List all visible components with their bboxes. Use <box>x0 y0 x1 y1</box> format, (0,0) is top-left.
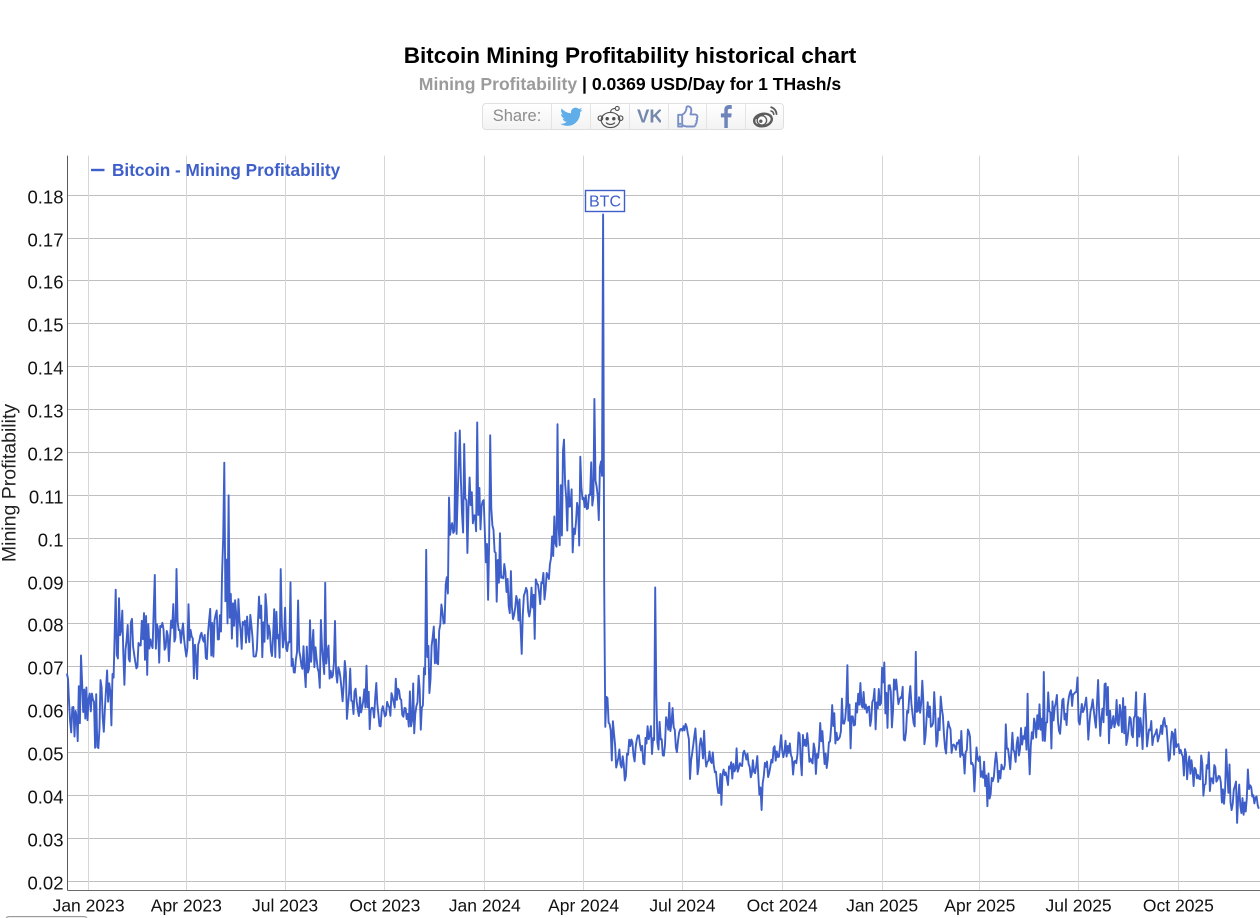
svg-text:0.14: 0.14 <box>27 358 63 379</box>
svg-text:0.03: 0.03 <box>27 830 63 851</box>
svg-text:VK: VK <box>637 109 661 124</box>
svg-text:0.1: 0.1 <box>38 530 64 551</box>
svg-text:Apr 2025: Apr 2025 <box>944 896 1015 916</box>
svg-text:Apr 2024: Apr 2024 <box>548 896 619 916</box>
svg-text:Jan 2025: Jan 2025 <box>846 896 918 916</box>
svg-text:Oct 2025: Oct 2025 <box>1143 896 1214 916</box>
svg-text:Oct 2023: Oct 2023 <box>349 896 420 916</box>
svg-text:Apr 2023: Apr 2023 <box>151 896 222 916</box>
svg-text:Jan 2023: Jan 2023 <box>53 896 125 916</box>
svg-text:Jul 2025: Jul 2025 <box>1046 896 1112 916</box>
svg-text:Jan 2024: Jan 2024 <box>449 896 521 916</box>
svg-text:Oct 2024: Oct 2024 <box>747 896 818 916</box>
svg-text:0.12: 0.12 <box>27 444 63 465</box>
svg-text:0.02: 0.02 <box>27 873 63 894</box>
svg-text:BTC: BTC <box>589 194 621 211</box>
svg-text:Jul 2024: Jul 2024 <box>649 896 715 916</box>
svg-text:0.13: 0.13 <box>27 401 63 422</box>
svg-text:0.07: 0.07 <box>27 658 63 679</box>
svg-text:0.05: 0.05 <box>27 744 63 765</box>
svg-text:0.15: 0.15 <box>27 315 63 336</box>
svg-text:Jul 2023: Jul 2023 <box>252 896 318 916</box>
svg-text:0.06: 0.06 <box>27 701 63 722</box>
svg-text:0.18: 0.18 <box>27 187 63 208</box>
svg-text:0.09: 0.09 <box>27 573 63 594</box>
svg-text:0.08: 0.08 <box>27 615 63 636</box>
svg-text:Mining Profitability: Mining Profitability <box>0 404 21 562</box>
svg-text:0.16: 0.16 <box>27 272 63 293</box>
svg-text:0.04: 0.04 <box>27 787 63 808</box>
svg-text:Bitcoin - Mining Profitability: Bitcoin - Mining Profitability <box>112 160 341 180</box>
svg-text:0.17: 0.17 <box>27 230 63 251</box>
svg-text:0.11: 0.11 <box>29 487 64 508</box>
